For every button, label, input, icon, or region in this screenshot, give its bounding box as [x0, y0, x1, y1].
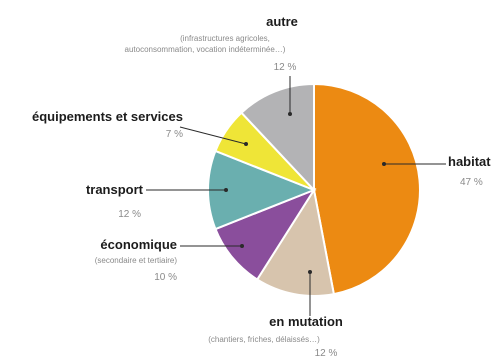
label-autre: autre (infrastructures agricoles, autocon… — [125, 14, 298, 73]
leader-dot-2 — [244, 142, 248, 146]
leader-dot-1 — [288, 112, 292, 116]
label-equipements-et-services: équipements et services 7 % — [32, 109, 183, 140]
pie-slice-5 — [240, 82, 315, 193]
slice-sublabel: (chantiers, friches, délaissés…) — [208, 335, 320, 344]
slice-value: 47 % — [460, 177, 483, 188]
slice-label: en mutation — [269, 314, 343, 329]
leader-lines — [146, 76, 446, 316]
slice-value: 12 % — [315, 348, 338, 356]
label-economique: économique (secondaire et tertiaire) 10 … — [95, 237, 178, 283]
leader-dot-3 — [224, 188, 228, 192]
slice-sublabel: (secondaire et tertiaire) — [95, 256, 178, 265]
slice-label: autre — [266, 14, 298, 29]
label-en-mutation: en mutation (chantiers, friches, délaiss… — [208, 314, 343, 356]
slice-value: 7 % — [166, 129, 183, 140]
pie-slices — [206, 82, 421, 297]
leader-dot-0 — [382, 162, 386, 166]
slice-label: transport — [86, 182, 144, 197]
slice-sublabel: (infrastructures agricoles, autoconsommat… — [125, 34, 286, 54]
leader-dot-4 — [240, 244, 244, 248]
pie-slice-1 — [255, 187, 336, 297]
slice-value: 12 % — [274, 62, 297, 73]
slice-label: équipements et services — [32, 109, 183, 124]
slice-value: 12 % — [118, 209, 141, 220]
label-transport: transport 12 % — [86, 182, 144, 220]
slice-label: économique — [100, 237, 177, 252]
leader-line-equipements — [179, 126, 247, 145]
pie-slice-0 — [313, 82, 421, 296]
leader-dot-5 — [308, 270, 312, 274]
slice-label: habitat — [448, 154, 491, 169]
slice-value: 10 % — [154, 272, 177, 283]
label-habitat: habitat 47 % — [448, 154, 491, 188]
